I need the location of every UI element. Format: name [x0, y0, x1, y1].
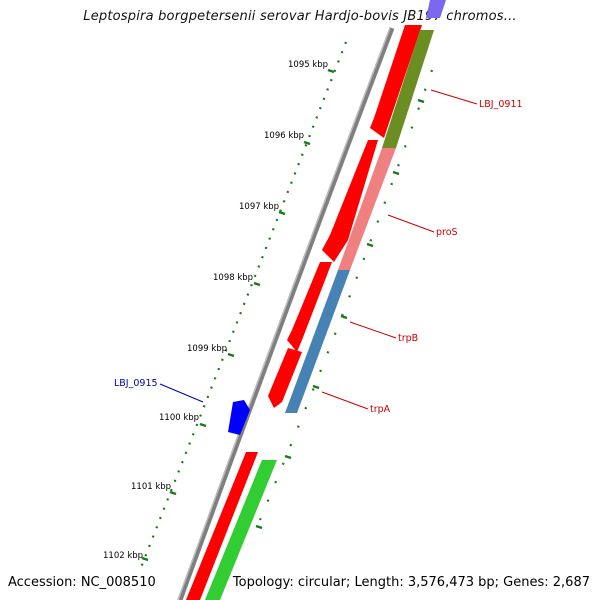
forward-cds-track	[186, 25, 422, 600]
tick-labels: 1095 kbp 1096 kbp 1097 kbp 1098 kbp 1099…	[103, 60, 328, 561]
cds-arrow-3	[287, 262, 332, 352]
chromosome-backbone-highlight	[177, 27, 391, 600]
gene-label-trpA: trpA	[370, 404, 391, 415]
tick-mark-1095	[327, 68, 335, 74]
gene-bar-trp	[285, 270, 350, 413]
topology-text: Topology: circular; Length: 3,576,473 bp…	[232, 575, 590, 590]
accession-text: Accession: NC_008510	[8, 575, 156, 590]
tick-label: 1101 kbp	[131, 482, 171, 492]
gene-labels: LBJ_0911 proS trpB trpA LBJ_0915	[114, 99, 523, 415]
inner-ticks	[255, 98, 425, 530]
tick-label: 1100 kbp	[159, 413, 199, 423]
chromosome-backbone	[177, 27, 395, 600]
gene-label-trpB: trpB	[398, 333, 418, 344]
tick-mark-1101	[169, 490, 177, 496]
tick-label: 1098 kbp	[213, 273, 253, 283]
major-ticks	[141, 68, 335, 562]
gene-bar-LBJ_0911	[382, 30, 434, 148]
tick-label: 1096 kbp	[264, 131, 304, 141]
tick-label: 1095 kbp	[288, 60, 328, 70]
tick-mark-1096	[303, 140, 311, 146]
gene-bar-purple	[426, 0, 446, 18]
tick-mark-1097	[278, 210, 286, 216]
tick-mark-1098	[253, 281, 261, 287]
map-title: Leptospira borgpetersenii serovar Hardjo…	[83, 9, 517, 24]
tick-label: 1102 kbp	[103, 551, 143, 561]
tick-label: 1097 kbp	[239, 202, 279, 212]
tick-mark-1100	[199, 422, 207, 428]
label-leaders	[159, 89, 478, 410]
tick-ring-dots-inner	[258, 69, 434, 521]
gene-label-proS: proS	[436, 227, 458, 238]
cds-arrow-2	[322, 140, 378, 262]
tick-label: 1099 kbp	[187, 344, 227, 354]
gene-bar-proS	[338, 148, 396, 270]
cds-block-5	[186, 452, 258, 600]
tick-mark-1099	[227, 352, 235, 358]
gene-arrow-LBJ_0915	[228, 400, 250, 435]
gene-label-LBJ_0911: LBJ_0911	[479, 99, 523, 110]
cds-arrow-4	[268, 348, 302, 408]
gene-bar-green	[205, 460, 277, 600]
tick-mark-1102	[141, 556, 149, 562]
cds-arrow-1	[370, 25, 422, 138]
gene-label-LBJ_0915: LBJ_0915	[114, 378, 158, 389]
